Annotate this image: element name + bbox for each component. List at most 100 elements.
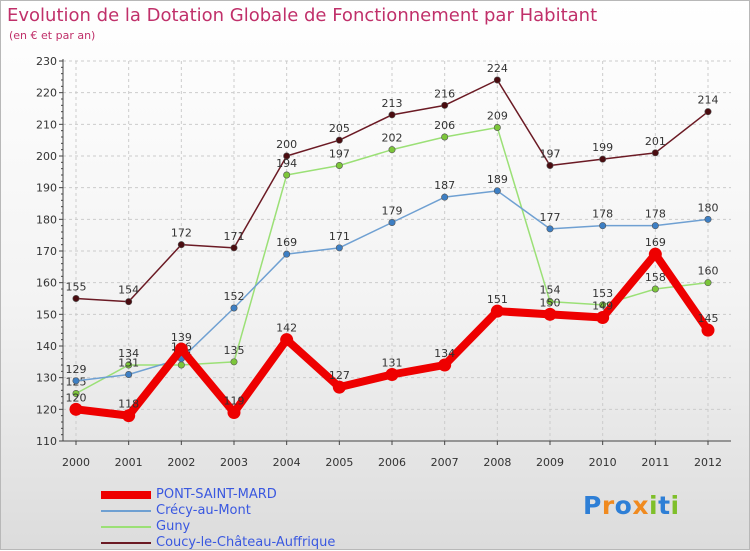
series-cr-cy-au-mont: 129131136152169171179187189177178178180 bbox=[66, 173, 719, 385]
y-tick-label: 110 bbox=[36, 435, 57, 448]
y-tick-label: 130 bbox=[36, 372, 57, 385]
data-point bbox=[651, 285, 659, 293]
data-label: 213 bbox=[382, 97, 403, 110]
data-label: 118 bbox=[118, 398, 139, 411]
y-tick-label: 120 bbox=[36, 403, 57, 416]
data-label: 145 bbox=[698, 312, 719, 325]
x-tick-label: 2009 bbox=[536, 456, 564, 469]
data-label: 201 bbox=[645, 135, 666, 148]
data-point bbox=[546, 162, 554, 170]
data-point bbox=[441, 133, 449, 141]
legend-label: Crécy-au-Mont bbox=[156, 503, 251, 518]
data-point bbox=[599, 301, 607, 309]
data-point bbox=[546, 298, 554, 306]
data-label: 216 bbox=[434, 87, 455, 100]
y-tick-label: 160 bbox=[36, 277, 57, 290]
data-point bbox=[177, 241, 185, 249]
data-label: 171 bbox=[329, 230, 350, 243]
data-point bbox=[230, 304, 238, 312]
data-label: 153 bbox=[592, 287, 613, 300]
data-label: 179 bbox=[382, 205, 403, 218]
data-point bbox=[335, 162, 343, 170]
data-label: 197 bbox=[540, 148, 561, 161]
data-point bbox=[227, 406, 241, 419]
y-tick-label: 200 bbox=[36, 150, 57, 163]
data-point bbox=[332, 380, 346, 394]
data-point bbox=[335, 136, 343, 144]
x-tick-label: 2008 bbox=[483, 456, 511, 469]
data-label: 119 bbox=[224, 395, 245, 408]
data-label: 172 bbox=[171, 227, 192, 240]
data-point bbox=[388, 111, 396, 119]
data-label: 178 bbox=[592, 208, 613, 221]
y-tick-label: 140 bbox=[36, 340, 57, 353]
data-point bbox=[125, 298, 133, 306]
data-label: 154 bbox=[118, 284, 139, 297]
y-tick-label: 210 bbox=[36, 118, 57, 131]
y-tick-label: 150 bbox=[36, 308, 57, 321]
x-tick-label: 2003 bbox=[220, 456, 248, 469]
data-label: 158 bbox=[645, 271, 666, 284]
data-label: 180 bbox=[698, 201, 719, 214]
y-tick-label: 170 bbox=[36, 245, 57, 258]
data-label: 206 bbox=[434, 119, 455, 132]
data-point bbox=[704, 215, 712, 223]
data-point bbox=[230, 358, 238, 366]
data-point bbox=[125, 361, 133, 369]
y-tick-label: 230 bbox=[36, 55, 57, 68]
data-point bbox=[72, 294, 80, 302]
data-point bbox=[385, 368, 399, 381]
data-point bbox=[596, 311, 610, 324]
data-label: 152 bbox=[224, 290, 245, 303]
data-label: 224 bbox=[487, 62, 508, 75]
data-point bbox=[335, 244, 343, 252]
legend-swatch bbox=[101, 491, 151, 499]
chart-subtitle: (en € et par an) bbox=[9, 29, 96, 42]
data-point bbox=[704, 108, 712, 116]
x-tick-label: 2004 bbox=[273, 456, 301, 469]
data-point bbox=[599, 222, 607, 230]
data-point bbox=[441, 193, 449, 201]
data-point bbox=[543, 307, 557, 321]
data-point bbox=[283, 250, 291, 258]
data-label: 131 bbox=[382, 357, 403, 370]
data-point bbox=[648, 247, 662, 261]
data-label: 169 bbox=[645, 236, 666, 249]
data-label: 194 bbox=[276, 157, 297, 170]
data-label: 169 bbox=[276, 236, 297, 249]
data-point bbox=[283, 171, 291, 179]
x-tick-label: 2006 bbox=[378, 456, 406, 469]
data-label: 205 bbox=[329, 122, 350, 135]
data-point bbox=[72, 377, 80, 385]
data-point bbox=[69, 402, 83, 416]
data-point bbox=[122, 409, 136, 423]
x-tick-label: 2011 bbox=[641, 456, 669, 469]
data-point bbox=[704, 279, 712, 287]
x-tick-label: 2010 bbox=[589, 456, 617, 469]
data-label: 177 bbox=[540, 211, 561, 224]
data-point bbox=[125, 370, 133, 378]
data-point bbox=[388, 146, 396, 154]
data-label: 139 bbox=[171, 331, 192, 344]
data-label: 150 bbox=[540, 296, 561, 309]
data-label: 209 bbox=[487, 110, 508, 123]
data-label: 149 bbox=[592, 300, 613, 313]
data-label: 135 bbox=[224, 344, 245, 357]
x-tick-label: 2001 bbox=[115, 456, 143, 469]
y-tick-label: 190 bbox=[36, 182, 57, 195]
chart-title: Evolution de la Dotation Globale de Fonc… bbox=[7, 5, 598, 26]
grid bbox=[63, 60, 731, 442]
data-point bbox=[388, 219, 396, 227]
y-tick-label: 180 bbox=[36, 213, 57, 226]
data-label: 155 bbox=[66, 281, 87, 294]
data-label: 199 bbox=[592, 141, 613, 154]
data-point bbox=[72, 389, 80, 397]
data-label: 129 bbox=[66, 363, 87, 376]
data-label: 154 bbox=[540, 284, 561, 297]
legend-label: Guny bbox=[156, 519, 191, 534]
data-label: 120 bbox=[66, 391, 87, 404]
data-point bbox=[701, 323, 715, 337]
data-label: 127 bbox=[329, 369, 350, 382]
legend-label: PONT-SAINT-MARD bbox=[156, 487, 277, 502]
